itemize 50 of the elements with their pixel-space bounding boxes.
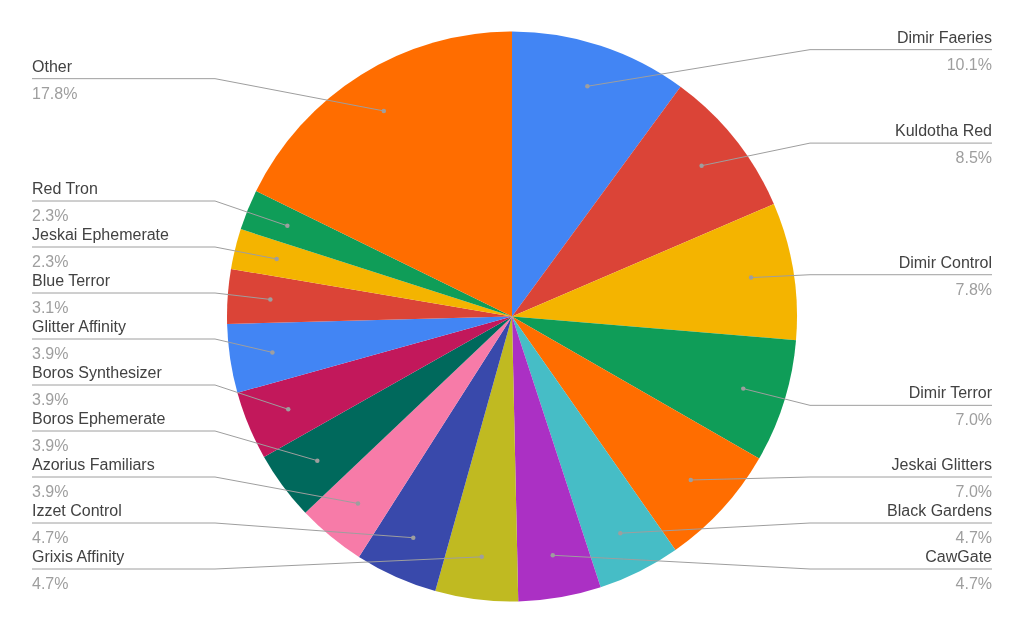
slice-label: Dimir Terror	[908, 384, 993, 402]
pie-slice	[512, 316, 601, 602]
slice-label: Other	[32, 57, 73, 75]
slice-label: Kuldotha Red	[895, 122, 992, 140]
slice-label: CawGate	[925, 548, 993, 565]
data-label: 3.1%	[32, 299, 69, 316]
slice-label: Dimir Control	[898, 253, 992, 271]
slice-label: Glitter Affinity	[32, 318, 126, 335]
slice-label: Blue Terror	[32, 272, 111, 289]
pie-slice	[512, 86, 774, 317]
data-label: 4.7%	[32, 529, 69, 546]
pie-slice	[240, 191, 512, 317]
pie-slice	[358, 316, 512, 591]
slice-label: Azorius Familiars	[32, 456, 155, 473]
data-label: 4.7%	[955, 575, 992, 592]
data-label: 8.5%	[955, 149, 992, 167]
data-label: 17.8%	[32, 84, 78, 102]
data-label: 3.9%	[32, 437, 69, 454]
pie-slice	[230, 229, 512, 317]
pie-slice	[264, 316, 512, 513]
slice-label: Jeskai Glitters	[891, 456, 992, 473]
slice-label: Grixis Affinity	[32, 548, 125, 565]
slice-label: Dimir Faeries	[896, 28, 992, 46]
pie-slice	[512, 31, 681, 317]
data-label: 2.3%	[32, 253, 69, 270]
pie-slice	[435, 316, 519, 602]
data-label: 3.9%	[32, 483, 69, 500]
data-label: 3.9%	[32, 391, 69, 408]
slice-label: Boros Synthesizer	[32, 364, 163, 381]
data-label: 3.9%	[32, 345, 69, 362]
pie-slice	[512, 204, 797, 341]
pie-slice	[256, 31, 512, 317]
data-label: 7.8%	[955, 280, 992, 298]
data-label: 7.0%	[955, 411, 992, 429]
slice-label: Boros Ephemerate	[32, 410, 166, 427]
slice-label: Black Gardens	[887, 502, 992, 519]
data-label: 2.3%	[32, 207, 69, 224]
slice-label: Jeskai Ephemerate	[32, 226, 170, 243]
data-label: 4.7%	[32, 575, 69, 592]
slice-label: Izzet Control	[32, 502, 122, 519]
data-label: 10.1%	[946, 55, 992, 73]
pie-slice	[512, 316, 760, 550]
pie-slice	[305, 316, 512, 557]
pie-slice	[512, 316, 797, 459]
pie-slice	[237, 316, 512, 457]
pie-slice	[512, 316, 676, 588]
data-label: 4.7%	[955, 529, 992, 546]
pie-slice	[227, 268, 512, 325]
data-label: 7.0%	[955, 483, 992, 500]
slice-label: Red Tron	[32, 180, 98, 197]
